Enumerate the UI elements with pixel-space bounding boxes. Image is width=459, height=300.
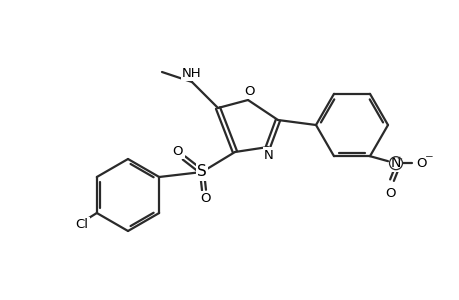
Text: N: N [390,156,400,170]
Text: O: O [200,193,211,206]
Text: O: O [244,85,255,98]
Text: O: O [416,157,426,170]
Text: +: + [395,156,401,162]
Text: S: S [197,164,207,179]
Text: −: − [424,152,432,162]
Text: O: O [385,187,395,200]
Text: N: N [263,148,273,161]
Text: O: O [173,145,183,158]
Text: NH: NH [182,67,202,80]
Text: Cl: Cl [75,218,88,232]
